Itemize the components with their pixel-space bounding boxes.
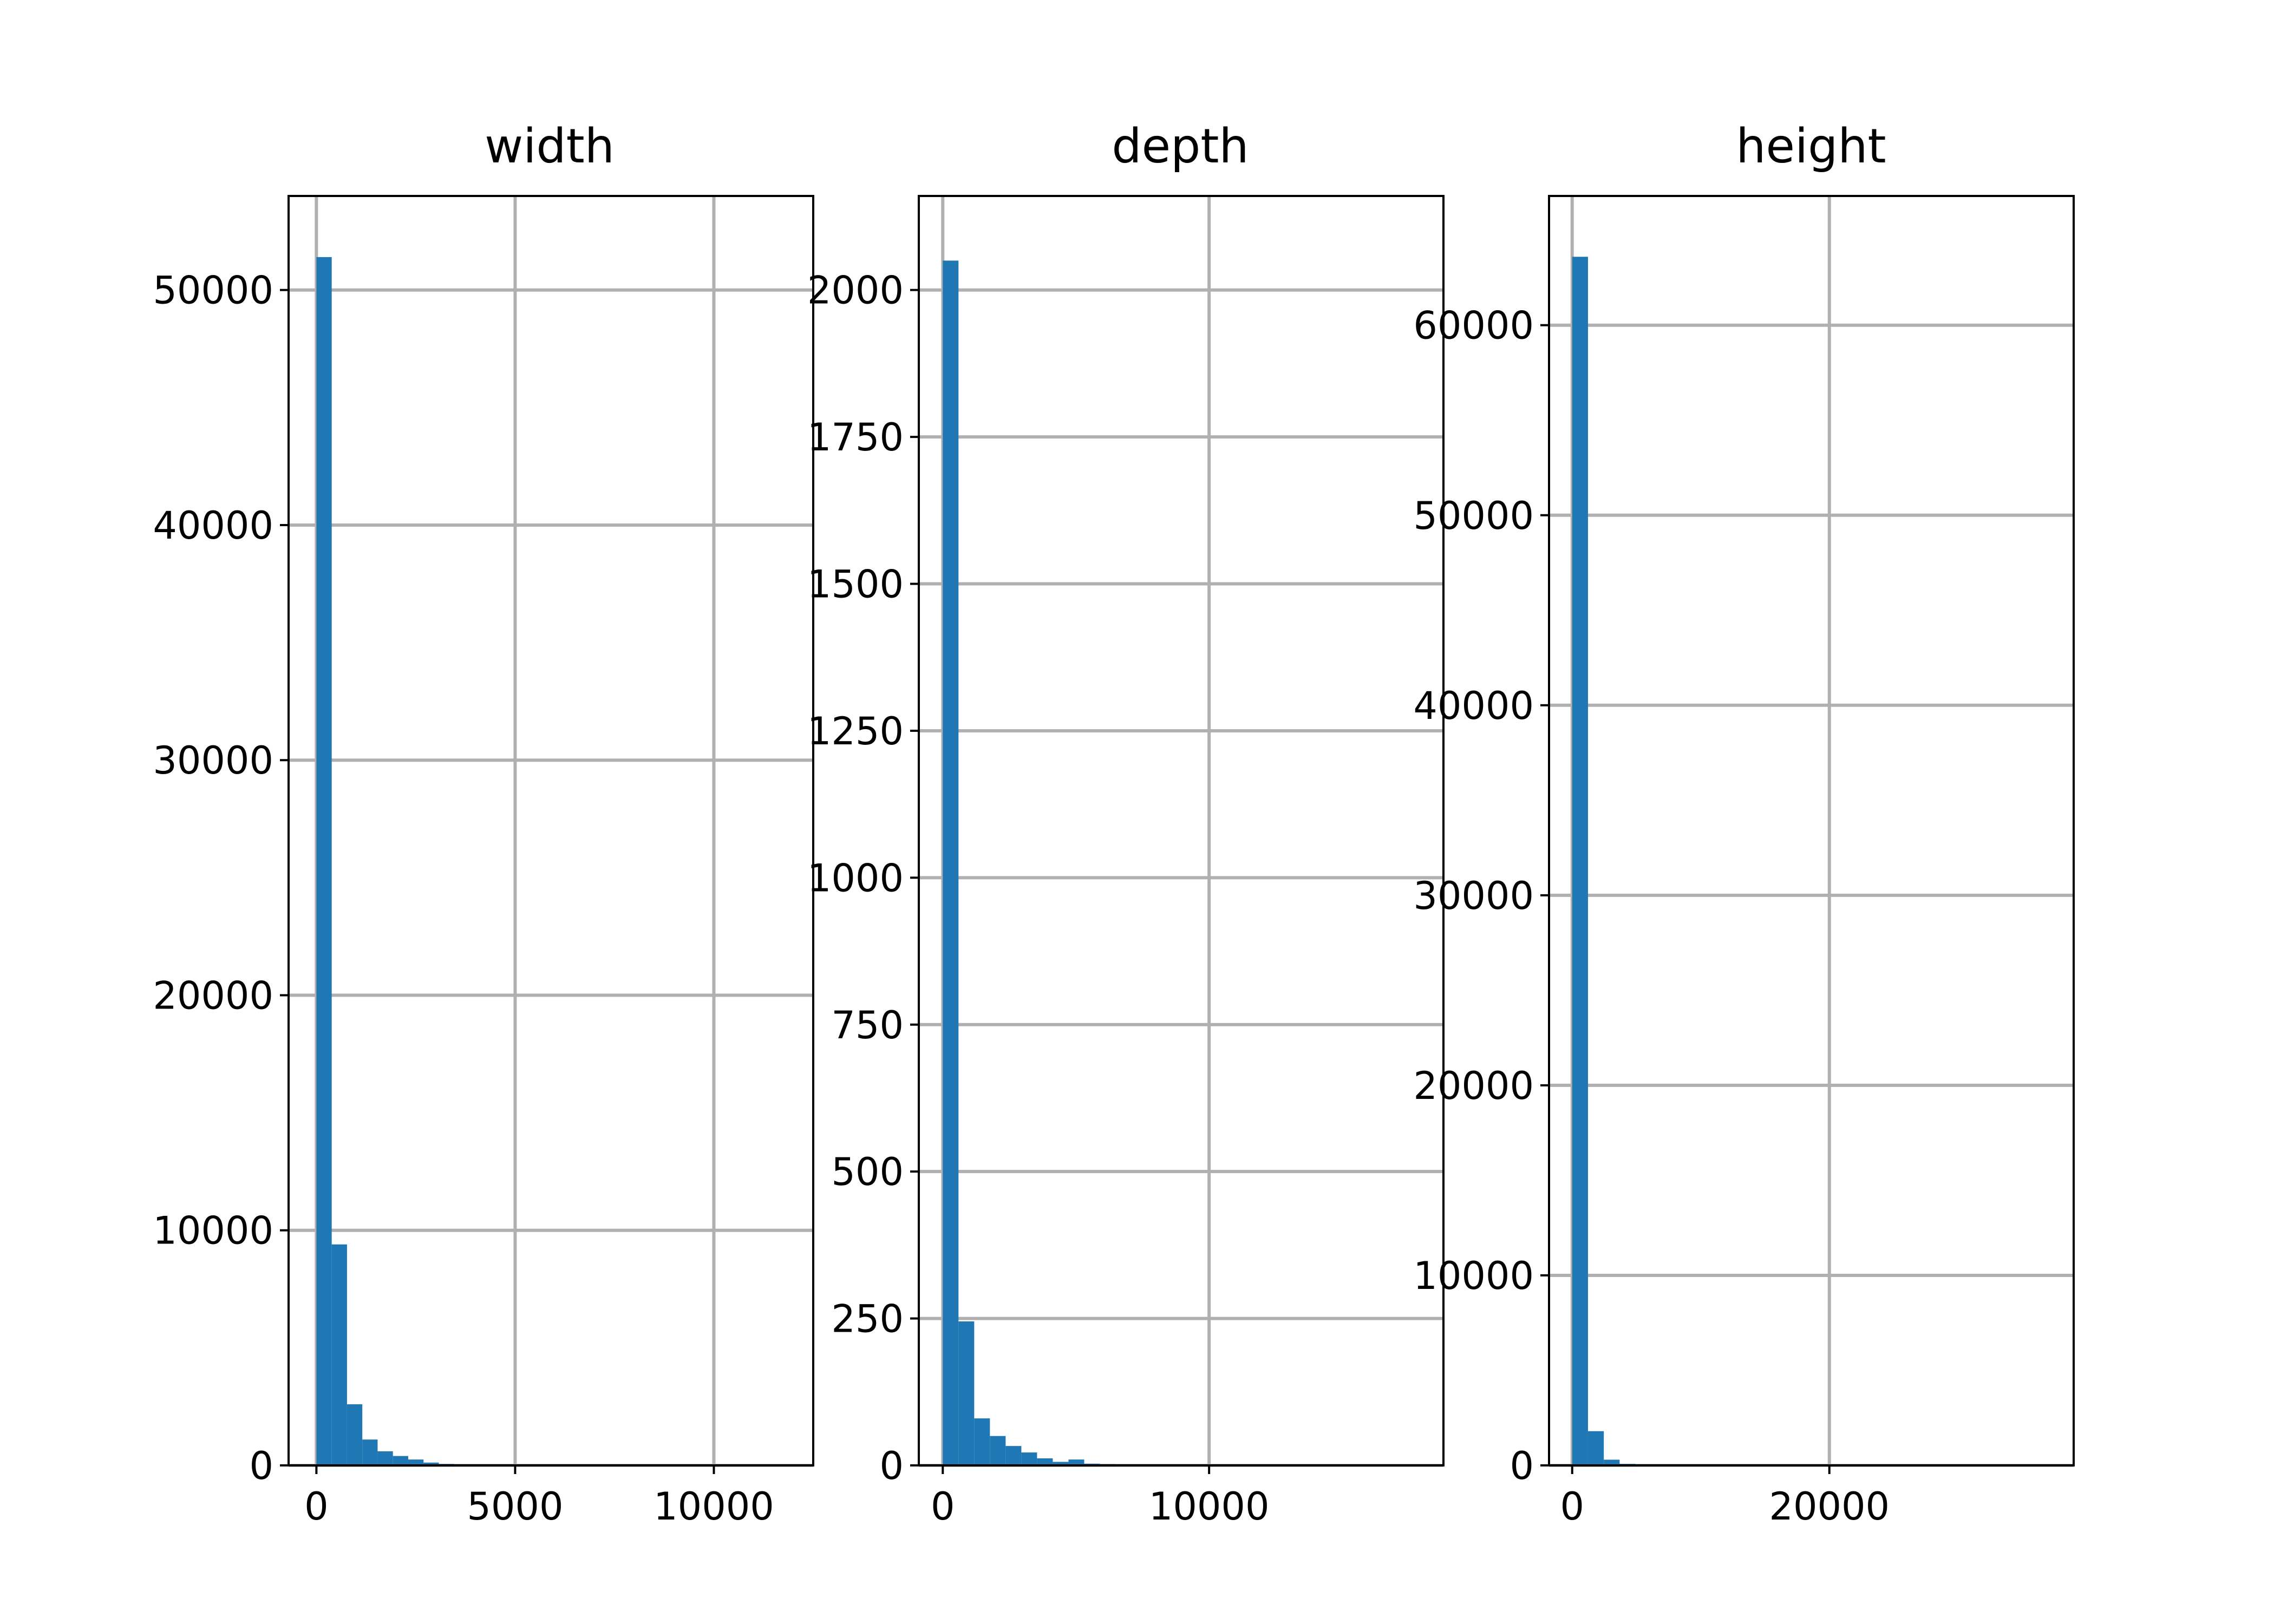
x-tick-label: 5000	[467, 1484, 563, 1529]
y-tick-label: 1000	[807, 856, 904, 900]
y-tick-label: 0	[249, 1444, 273, 1488]
y-tick-label: 50000	[153, 269, 273, 313]
y-tick-label: 30000	[1413, 874, 1534, 918]
histogram-bar	[377, 1451, 393, 1465]
histogram-bar	[423, 1462, 439, 1465]
y-tick-label: 250	[831, 1297, 904, 1341]
axes-frame	[287, 195, 814, 1466]
y-tick-label: 0	[1510, 1444, 1534, 1488]
x-tick-label: 10000	[654, 1484, 774, 1529]
histogram-bar	[1572, 257, 1588, 1465]
histogram-bar	[347, 1404, 363, 1465]
y-tick-label: 30000	[153, 738, 273, 783]
x-tick-label: 0	[931, 1484, 955, 1529]
y-tick-label: 20000	[1413, 1064, 1534, 1108]
subplot-height: height 0 10000 20000 30000 40000 50000 60000 0 2…	[1413, 119, 2075, 1529]
y-tick-label: 20000	[153, 973, 273, 1018]
histogram-bar	[974, 1418, 990, 1465]
histogram-bar	[1021, 1452, 1037, 1465]
histogram-bar	[990, 1436, 1006, 1465]
subplot-title-width: width	[485, 119, 615, 174]
x-tick-label: 20000	[1769, 1484, 1890, 1529]
histogram-bar	[1053, 1462, 1069, 1465]
histogram-bar	[1005, 1446, 1022, 1465]
subplot-depth: depth 0 250 500 750 1000 1250 1500 1750 2000 0 100…	[807, 119, 1445, 1529]
histogram-bar	[1037, 1458, 1053, 1465]
histogram-bar	[393, 1456, 408, 1465]
histogram-bar	[1587, 1431, 1604, 1465]
subplot-title-depth: depth	[1112, 119, 1249, 174]
y-tick-label: 60000	[1413, 304, 1534, 348]
axes-frame	[918, 195, 1445, 1466]
histogram-bar	[943, 260, 959, 1465]
histogram-bar	[1604, 1459, 1620, 1465]
y-tick-label: 1750	[807, 415, 904, 460]
histogram-bar	[316, 257, 332, 1465]
y-tick-label: 40000	[1413, 684, 1534, 728]
x-tick-label: 0	[1560, 1484, 1584, 1529]
y-tick-label: 1250	[807, 709, 904, 754]
x-tick-label: 10000	[1149, 1484, 1270, 1529]
y-tick-label: 10000	[153, 1209, 273, 1253]
y-tick-label: 0	[879, 1444, 904, 1488]
y-tick-label: 40000	[153, 503, 273, 548]
subplot-title-height: height	[1736, 119, 1886, 174]
y-tick-label: 2000	[807, 269, 904, 313]
histogram-bar	[1068, 1459, 1084, 1465]
x-tick-label: 0	[304, 1484, 329, 1529]
axes-frame	[1548, 195, 2075, 1466]
y-tick-label: 10000	[1413, 1254, 1534, 1298]
histogram-bar	[362, 1439, 378, 1465]
histogram-bar	[331, 1244, 347, 1465]
histogram-bar	[958, 1321, 975, 1465]
y-tick-label: 50000	[1413, 494, 1534, 538]
subplot-width: width 0 10000 20000 30000 40000 50000 0 5000 100…	[153, 119, 814, 1529]
y-tick-label: 1500	[807, 562, 904, 607]
y-tick-label: 750	[831, 1003, 904, 1047]
y-tick-label: 500	[831, 1150, 904, 1194]
histogram-bar	[408, 1459, 424, 1465]
